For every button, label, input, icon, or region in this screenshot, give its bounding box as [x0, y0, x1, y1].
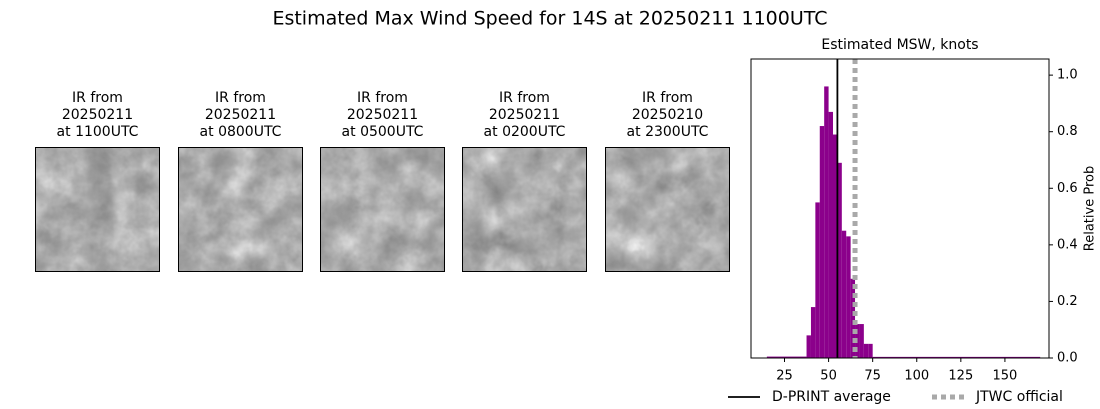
panel-title: at 0200UTC: [484, 124, 566, 140]
bar: [819, 126, 825, 358]
x-tick-label: 25: [776, 369, 793, 384]
figure-title: Estimated Max Wind Speed for 14S at 2025…: [272, 8, 827, 30]
bar: [841, 230, 847, 358]
x-tick-label: 75: [864, 369, 881, 384]
x-tick-label: 150: [993, 369, 1018, 384]
ir-image-texture: [462, 147, 587, 272]
plot-frame: [750, 58, 1050, 359]
bar: [837, 162, 842, 358]
bar: [815, 202, 820, 358]
bar: [806, 335, 811, 358]
panel-title: at 1100UTC: [57, 124, 139, 140]
ir-image-texture: [178, 147, 303, 272]
legend-label: D-PRINT average: [772, 389, 891, 405]
x-tick-label: 50: [820, 369, 837, 384]
y-tick-label: 0.2: [1057, 294, 1078, 309]
x-tick-label: 125: [948, 369, 973, 384]
panel-title: IR from: [642, 90, 693, 106]
ir-image-frame: [35, 147, 160, 272]
y-tick-label: 1.0: [1057, 68, 1078, 83]
panel-title: 20250210: [632, 107, 703, 123]
ir-image-frame: [462, 147, 587, 272]
bar: [766, 356, 807, 358]
ir-image-frame: [605, 147, 730, 272]
y-tick-label: 0.6: [1057, 181, 1078, 196]
legend-label: JTWC official: [975, 389, 1063, 405]
panel-title: 20250211: [205, 107, 276, 123]
bar: [868, 343, 873, 358]
panel-title: 20250211: [347, 107, 418, 123]
panel-title: 20250211: [62, 107, 133, 123]
ir-image-frame: [178, 147, 303, 272]
panel-title: IR from: [215, 90, 266, 106]
y-tick-label: 0.0: [1057, 351, 1078, 366]
bar: [824, 86, 829, 359]
panel-title: 20250211: [489, 107, 560, 123]
bar: [850, 278, 856, 358]
y-tick-label: 0.8: [1057, 124, 1078, 139]
y-tick-label: 0.4: [1057, 237, 1078, 252]
bar: [810, 307, 816, 358]
plot-title: Estimated MSW, knots: [821, 37, 978, 53]
panel-title: IR from: [72, 90, 123, 106]
panel-title: at 0500UTC: [342, 124, 424, 140]
panel-title: IR from: [499, 90, 550, 106]
panel-title: at 2300UTC: [627, 124, 709, 140]
bar: [872, 356, 1041, 358]
bar: [846, 236, 851, 358]
histogram-plot: Estimated MSW, knots 25 50 75 100 125 150 0.0 0.…: [728, 37, 1098, 405]
ir-image-texture: [605, 147, 730, 272]
ir-image-frame: [320, 147, 445, 272]
panel-title: at 0800UTC: [200, 124, 282, 140]
bar: [863, 343, 869, 358]
ir-image-texture: [35, 147, 160, 272]
panel-title: IR from: [357, 90, 408, 106]
bar: [832, 134, 838, 358]
ir-image-texture: [320, 147, 445, 272]
bar: [859, 324, 864, 358]
bar: [828, 111, 833, 358]
y-axis-label: Relative Prob: [1083, 166, 1098, 251]
x-tick-label: 100: [904, 369, 929, 384]
